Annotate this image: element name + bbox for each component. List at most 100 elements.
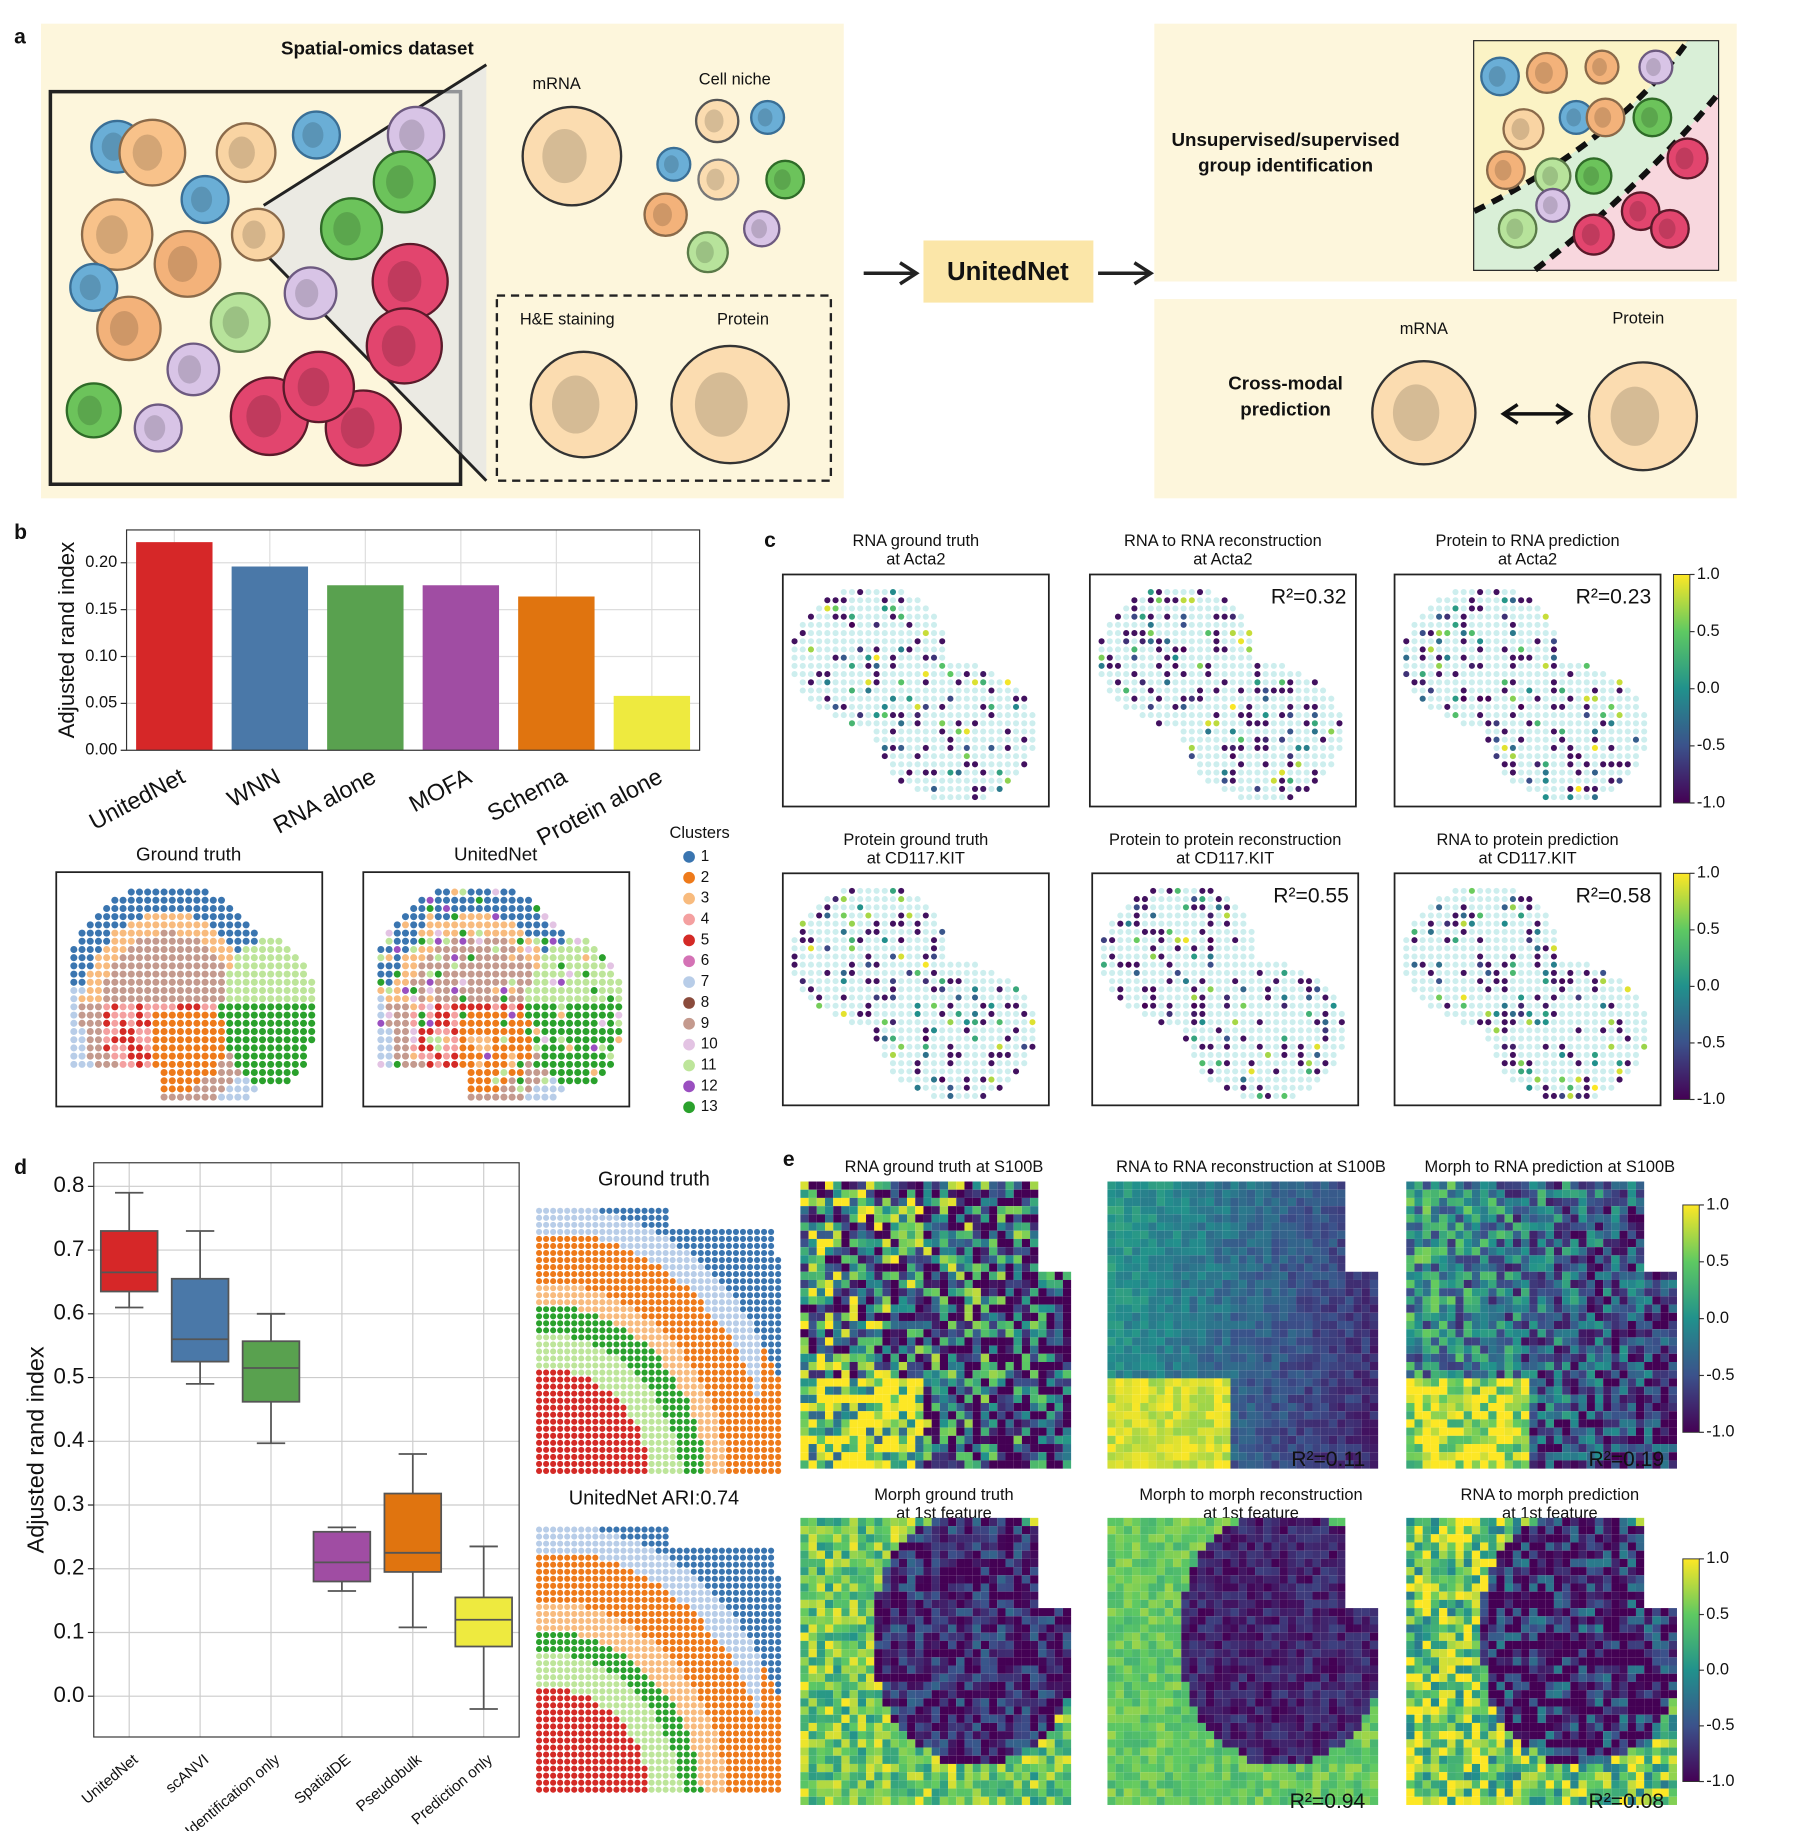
spot — [500, 1019, 508, 1027]
spot — [111, 970, 119, 978]
spot — [226, 1028, 234, 1036]
spot — [1106, 638, 1113, 645]
spot — [451, 954, 459, 962]
spot — [1583, 712, 1590, 719]
spot — [1270, 703, 1277, 710]
spot — [557, 1044, 565, 1052]
spot — [1452, 961, 1459, 968]
spot — [1254, 720, 1261, 727]
spot — [996, 1010, 1003, 1017]
spot — [1273, 1002, 1280, 1009]
spot — [1526, 986, 1533, 993]
spot — [1477, 712, 1484, 719]
spot — [889, 1068, 897, 1075]
spot — [799, 961, 806, 968]
spot — [1485, 695, 1492, 702]
spot — [557, 1341, 564, 1348]
spot — [988, 1002, 995, 1009]
spot — [1289, 1019, 1296, 1026]
spot — [1305, 1051, 1313, 1059]
spot — [176, 1069, 184, 1077]
spot — [574, 1011, 582, 1019]
nucleus — [167, 245, 198, 282]
spot — [160, 921, 168, 929]
spot — [988, 978, 995, 985]
spot — [607, 1052, 615, 1060]
spot — [613, 1249, 620, 1257]
label: mRNA — [533, 75, 581, 93]
spot — [571, 1404, 578, 1411]
spot — [1411, 945, 1418, 952]
spot — [549, 978, 557, 986]
spot — [1534, 986, 1541, 993]
spot — [1608, 720, 1615, 727]
spot — [620, 1313, 627, 1320]
spot — [1575, 736, 1582, 743]
spot — [1583, 969, 1590, 976]
spot — [590, 995, 598, 1003]
spot — [536, 1221, 543, 1228]
spot — [613, 1292, 620, 1299]
spot — [1559, 769, 1566, 776]
spot — [592, 1446, 599, 1453]
spot — [475, 1085, 483, 1093]
spot — [226, 962, 234, 970]
spot — [410, 1036, 418, 1044]
spot — [963, 978, 970, 985]
cell — [670, 344, 790, 465]
spot — [947, 1019, 954, 1026]
spot — [824, 969, 831, 976]
spot — [1493, 1010, 1500, 1017]
spot — [592, 1453, 599, 1460]
spot — [906, 904, 913, 911]
spot — [930, 720, 938, 727]
spot — [1213, 621, 1220, 628]
spot — [592, 1376, 599, 1383]
spot — [160, 1069, 168, 1077]
spot — [832, 978, 839, 985]
nucleus — [1494, 159, 1512, 181]
spot — [536, 1439, 543, 1446]
spot — [1172, 630, 1179, 637]
spot — [1256, 1051, 1263, 1059]
spot — [426, 995, 434, 1003]
spot — [557, 978, 565, 986]
spot — [234, 1003, 242, 1011]
spot — [1240, 928, 1247, 935]
spot — [1232, 904, 1239, 911]
spot — [516, 921, 524, 929]
spot — [1518, 662, 1525, 669]
spot — [201, 1019, 209, 1027]
spot — [947, 728, 954, 735]
spot — [135, 929, 143, 937]
spot — [525, 945, 533, 954]
spot — [564, 1376, 571, 1383]
spot — [201, 945, 209, 954]
spot — [459, 945, 467, 954]
spot — [250, 1052, 258, 1060]
spot — [86, 929, 94, 937]
spot — [592, 1278, 599, 1285]
legend-label: 5 — [701, 931, 709, 948]
spot — [1273, 961, 1280, 968]
spot — [1158, 986, 1165, 993]
colorbar-tick-label: 0.0 — [1697, 977, 1720, 995]
spot — [848, 720, 856, 727]
spot — [980, 1076, 987, 1083]
spot — [1229, 638, 1236, 645]
spot — [1419, 961, 1426, 968]
spot — [300, 1036, 308, 1044]
spot — [1182, 978, 1190, 985]
spot — [599, 1235, 606, 1242]
spot — [451, 929, 459, 937]
spot — [922, 1027, 929, 1034]
spot — [536, 1228, 543, 1235]
spot — [144, 896, 152, 904]
spot — [1191, 969, 1198, 976]
spot — [1215, 920, 1222, 927]
y-tick-label: 0.0 — [53, 1682, 84, 1707]
spot — [914, 720, 921, 727]
spot — [922, 646, 929, 653]
spot — [234, 1060, 242, 1068]
cell — [166, 342, 221, 397]
